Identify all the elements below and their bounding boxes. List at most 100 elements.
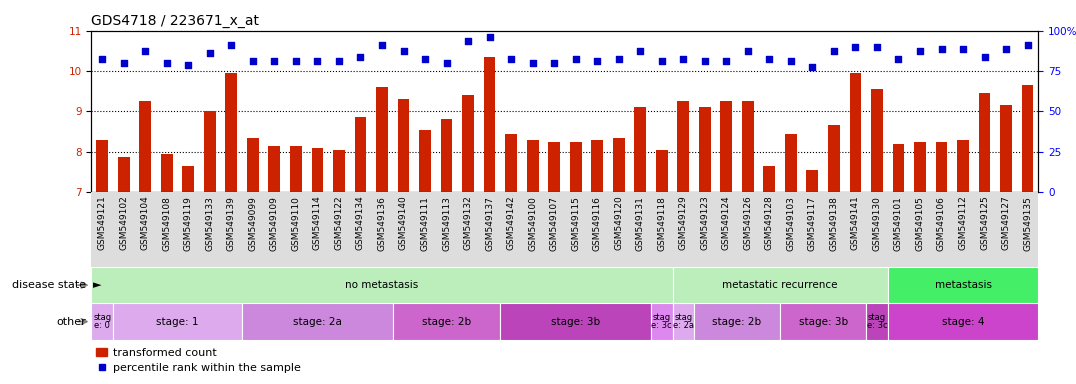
Point (1019, 42, 1036, 48)
Bar (377, 87, 387, 192)
Point (997, 46, 1015, 52)
Bar (203, 111, 215, 192)
Bar (672, 267, 888, 303)
Point (847, 44, 864, 50)
Bar (893, 144, 904, 192)
Bar (958, 139, 968, 192)
Text: GSM549108: GSM549108 (162, 196, 171, 251)
Point (610, 56, 627, 62)
Bar (872, 89, 882, 192)
Bar (592, 139, 603, 192)
Text: metastasis: metastasis (935, 280, 991, 290)
Bar (655, 150, 667, 192)
Point (696, 58, 713, 64)
Point (933, 46, 950, 52)
Point (804, 64, 821, 70)
Text: GSM549112: GSM549112 (959, 196, 967, 250)
Text: GSM549126: GSM549126 (744, 196, 752, 250)
Text: no metastasis: no metastasis (345, 280, 419, 290)
Bar (312, 148, 323, 192)
Text: metastatic recurrence: metastatic recurrence (722, 280, 838, 290)
Point (94, 56, 111, 62)
Text: GSM549130: GSM549130 (873, 196, 881, 251)
Text: GSM549123: GSM549123 (700, 196, 709, 250)
Point (782, 58, 799, 64)
Point (416, 56, 434, 62)
Bar (866, 303, 888, 340)
Bar (935, 142, 947, 192)
Text: GSM549099: GSM549099 (249, 196, 257, 251)
Text: stag
e: 2a: stag e: 2a (672, 313, 694, 330)
Bar (420, 129, 430, 192)
Text: GSM549106: GSM549106 (937, 196, 946, 251)
Bar (393, 303, 500, 340)
Text: GSM549109: GSM549109 (270, 196, 279, 251)
Point (137, 48, 154, 54)
Text: GSM549135: GSM549135 (1023, 196, 1032, 251)
Text: stage: 2b: stage: 2b (422, 316, 471, 327)
Bar (463, 95, 475, 192)
Point (266, 58, 283, 64)
Point (524, 60, 541, 66)
Point (589, 58, 606, 64)
Point (976, 54, 993, 60)
Text: GSM549129: GSM549129 (679, 196, 688, 250)
Point (158, 60, 175, 66)
Text: disease state: disease state (12, 280, 86, 290)
Text: GSM549107: GSM549107 (550, 196, 558, 251)
Bar (182, 166, 195, 192)
Text: GSM549121: GSM549121 (98, 196, 107, 250)
Text: stage: 3b: stage: 3b (551, 316, 600, 327)
Point (330, 58, 348, 64)
Point (546, 60, 563, 66)
Bar (91, 267, 673, 303)
Bar (113, 303, 242, 340)
Bar (291, 146, 301, 192)
Text: GSM549111: GSM549111 (421, 196, 429, 251)
Point (481, 34, 498, 40)
Point (632, 48, 649, 54)
Bar (613, 137, 624, 192)
Text: GSM549104: GSM549104 (141, 196, 150, 250)
Text: GSM549127: GSM549127 (1002, 196, 1010, 250)
Bar (721, 101, 732, 192)
Point (502, 56, 520, 62)
Bar (161, 154, 173, 192)
Bar (979, 93, 990, 192)
Text: stag
e: 3c: stag e: 3c (651, 313, 672, 330)
Bar (334, 150, 344, 192)
Text: GSM549118: GSM549118 (657, 196, 666, 251)
Text: GSM549141: GSM549141 (851, 196, 860, 250)
Bar (784, 134, 796, 192)
Bar (118, 157, 130, 192)
Bar (780, 303, 866, 340)
Text: GSM549137: GSM549137 (485, 196, 494, 251)
Text: GSM549142: GSM549142 (507, 196, 515, 250)
Legend: transformed count, percentile rank within the sample: transformed count, percentile rank withi… (91, 343, 306, 378)
Point (287, 58, 305, 64)
Bar (570, 142, 582, 192)
Bar (807, 170, 818, 192)
Point (567, 56, 584, 62)
Text: GSM549132: GSM549132 (464, 196, 472, 250)
Text: GSM549124: GSM549124 (722, 196, 731, 250)
Text: GSM549136: GSM549136 (378, 196, 386, 251)
Point (459, 38, 477, 44)
Bar (914, 142, 925, 192)
Text: GSM549131: GSM549131 (636, 196, 645, 251)
Bar (140, 101, 151, 192)
Text: GSM549105: GSM549105 (916, 196, 924, 251)
Bar (268, 146, 280, 192)
Text: GSM549120: GSM549120 (614, 196, 623, 250)
Text: GSM549103: GSM549103 (787, 196, 795, 251)
Point (911, 48, 929, 54)
Text: GSM549110: GSM549110 (292, 196, 300, 251)
Point (825, 48, 843, 54)
Text: GSM549115: GSM549115 (571, 196, 580, 251)
Bar (764, 166, 775, 192)
Point (223, 42, 240, 48)
Point (718, 58, 735, 64)
Bar (1001, 105, 1011, 192)
Bar (672, 303, 694, 340)
Bar (548, 142, 560, 192)
